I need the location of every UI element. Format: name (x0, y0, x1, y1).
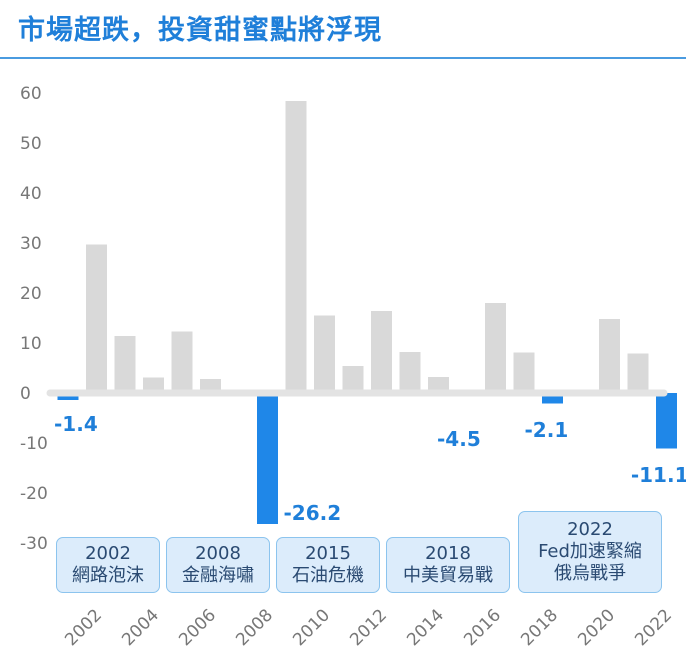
event-label: Fed加速緊縮 (538, 541, 642, 562)
x-tick-label: 2020 (574, 605, 619, 650)
bar-2011 (342, 366, 364, 393)
y-tick-label: -10 (20, 434, 48, 454)
y-tick-label: -20 (20, 484, 48, 504)
value-label-2001: -1.4 (54, 412, 98, 436)
value-label-2008: -26.2 (284, 501, 342, 525)
title-divider (0, 57, 686, 59)
bar-2017 (513, 352, 535, 393)
bar-2008 (257, 393, 278, 524)
x-tick-label: 2012 (346, 605, 391, 650)
bars (57, 101, 677, 524)
event-label: 中美貿易戰 (403, 565, 493, 586)
bar-2004 (143, 377, 164, 393)
bar-2014 (428, 377, 449, 393)
event-label: 網路泡沫 (72, 565, 144, 586)
x-axis: 2002 2004 2006 2008 2010 2012 2014 2016 2018 2020… (61, 605, 676, 650)
x-tick-label: 2016 (460, 605, 505, 650)
bar-2018 (542, 393, 563, 404)
event-year: 2015 (305, 543, 351, 564)
x-tick-label: 2022 (631, 605, 676, 650)
bar-2022 (656, 393, 677, 449)
event-box-2015: 2015 石油危機 (276, 537, 380, 593)
bar-2005 (171, 331, 193, 393)
x-tick-label: 2008 (232, 605, 277, 650)
event-label: 石油危機 (292, 565, 364, 586)
x-tick-label: 2010 (289, 605, 334, 650)
event-box-2018: 2018 中美貿易戰 (386, 537, 510, 593)
event-label: 金融海嘯 (182, 565, 254, 586)
bar-2010 (314, 315, 335, 393)
x-tick-label: 2014 (403, 605, 448, 650)
event-label-2: 俄烏戰爭 (554, 563, 626, 584)
data-labels: -1.4 -26.2 -4.5 -2.1 -11.1 (54, 412, 686, 525)
bar-2013 (399, 352, 421, 393)
event-year: 2022 (567, 519, 613, 540)
y-tick-label: 30 (20, 234, 42, 254)
event-year: 2008 (195, 543, 241, 564)
bar-2020 (599, 319, 620, 393)
y-axis: 60 50 40 30 20 10 0 -10 -20 -30 (20, 84, 48, 554)
bar-2012 (371, 311, 392, 393)
bar-2009 (285, 101, 307, 393)
y-tick-label: 60 (20, 84, 42, 104)
event-box-2008: 2008 金融海嘯 (166, 537, 270, 593)
event-year: 2018 (425, 543, 471, 564)
y-tick-label: -30 (20, 534, 48, 554)
x-tick-label: 2018 (517, 605, 562, 650)
chart-title: 市場超跌，投資甜蜜點將浮現 (18, 15, 382, 46)
value-label-2022: -11.1 (631, 463, 686, 487)
y-tick-label: 0 (20, 384, 31, 404)
y-tick-label: 50 (20, 134, 42, 154)
event-box-2002: 2002 網路泡沫 (56, 537, 160, 593)
y-tick-label: 20 (20, 284, 42, 304)
bar-2021 (627, 353, 649, 393)
bar-2002 (86, 244, 107, 393)
x-tick-label: 2006 (175, 605, 220, 650)
x-tick-label: 2002 (61, 605, 106, 650)
y-tick-label: 10 (20, 334, 42, 354)
value-label-2015: -4.5 (437, 427, 481, 451)
bar-2003 (114, 336, 136, 393)
x-tick-label: 2004 (118, 605, 163, 650)
bar-2016 (485, 303, 506, 393)
y-tick-label: 40 (20, 184, 42, 204)
event-year: 2002 (85, 543, 131, 564)
value-label-2018: -2.1 (525, 418, 569, 442)
event-box-2022: 2022 Fed加速緊縮 俄烏戰爭 (518, 511, 662, 593)
